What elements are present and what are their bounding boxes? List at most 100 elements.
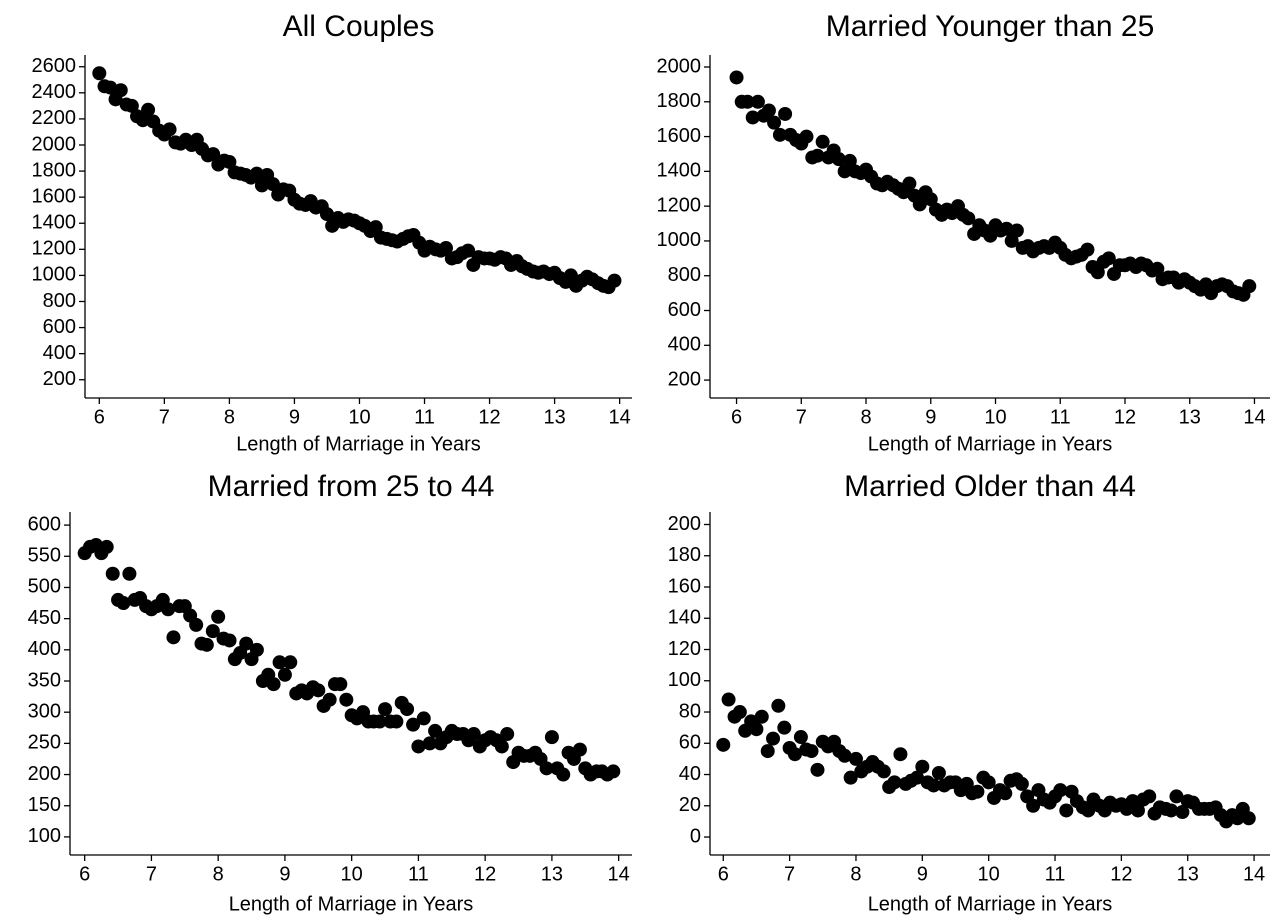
x-axis-label: Length of Marriage in Years xyxy=(868,433,1113,455)
x-tick-label: 13 xyxy=(543,406,565,428)
y-tick-label: 2400 xyxy=(32,81,77,103)
point xyxy=(161,602,176,617)
point xyxy=(799,129,814,144)
y-tick-label: 2000 xyxy=(32,133,77,155)
point xyxy=(539,761,554,776)
point xyxy=(199,637,214,652)
point xyxy=(254,178,269,193)
y-tick-label: 100 xyxy=(668,669,701,691)
y-tick-label: 1400 xyxy=(657,160,702,182)
y-tick-label: 1000 xyxy=(32,264,77,286)
point xyxy=(915,759,930,774)
point xyxy=(1150,261,1165,276)
x-tick-label: 6 xyxy=(79,863,90,885)
point xyxy=(740,94,755,109)
point xyxy=(124,98,139,113)
point xyxy=(893,747,908,762)
y-tick-label: 1000 xyxy=(657,229,702,251)
y-tick-label: 350 xyxy=(28,669,61,691)
point xyxy=(1053,783,1068,798)
y-tick-label: 1600 xyxy=(657,125,702,147)
point xyxy=(372,714,387,729)
point xyxy=(572,742,587,757)
point xyxy=(556,767,571,782)
x-tick-label: 6 xyxy=(731,406,742,428)
point xyxy=(1059,803,1074,818)
chart-title: All Couples xyxy=(283,10,435,43)
y-tick-label: 120 xyxy=(668,638,701,660)
y-tick-label: 600 xyxy=(668,299,701,321)
y-tick-label: 1800 xyxy=(32,159,77,181)
y-tick-label: 500 xyxy=(28,576,61,598)
point xyxy=(222,633,237,648)
chart-title: Married Older than 44 xyxy=(844,470,1136,503)
y-tick-label: 450 xyxy=(28,607,61,629)
point xyxy=(368,220,383,235)
x-tick-label: 12 xyxy=(474,863,496,885)
point xyxy=(729,70,744,85)
point xyxy=(1009,223,1024,238)
point xyxy=(265,177,280,192)
point xyxy=(749,722,764,737)
point xyxy=(767,115,782,130)
point xyxy=(778,106,793,121)
point xyxy=(999,221,1014,236)
y-tick-label: 800 xyxy=(43,290,76,312)
y-tick-label: 40 xyxy=(679,763,701,785)
point xyxy=(500,727,515,742)
point xyxy=(793,730,808,745)
point xyxy=(761,103,776,118)
point xyxy=(99,539,114,554)
point xyxy=(721,692,736,707)
point xyxy=(416,711,431,726)
point xyxy=(754,709,769,724)
chart-title: Married Younger than 25 xyxy=(826,10,1155,43)
point xyxy=(1241,811,1256,826)
x-tick-label: 12 xyxy=(478,406,500,428)
point xyxy=(607,273,622,288)
point xyxy=(810,762,825,777)
x-tick-label: 11 xyxy=(414,406,435,428)
point xyxy=(249,642,264,657)
x-tick-label: 7 xyxy=(146,863,157,885)
point xyxy=(1026,798,1041,813)
point xyxy=(1169,789,1184,804)
point xyxy=(239,636,254,651)
x-tick-label: 14 xyxy=(609,406,631,428)
x-tick-label: 9 xyxy=(289,406,300,428)
point xyxy=(771,698,786,713)
point xyxy=(842,153,857,168)
point xyxy=(716,737,731,752)
point xyxy=(400,702,415,717)
point xyxy=(141,102,156,117)
y-tick-label: 600 xyxy=(28,513,61,535)
point xyxy=(837,164,852,179)
point xyxy=(1130,803,1145,818)
x-tick-label: 7 xyxy=(159,406,170,428)
point xyxy=(438,241,453,256)
point xyxy=(750,94,765,109)
x-tick-label: 14 xyxy=(1243,863,1265,885)
point xyxy=(422,736,437,751)
y-tick-label: 100 xyxy=(28,825,61,847)
y-tick-label: 1800 xyxy=(657,90,702,112)
point xyxy=(92,66,107,81)
point xyxy=(319,207,334,222)
x-tick-label: 13 xyxy=(541,863,563,885)
point xyxy=(606,764,621,779)
point xyxy=(494,739,509,754)
point xyxy=(339,692,354,707)
point xyxy=(333,677,348,692)
point xyxy=(766,731,781,746)
point xyxy=(1080,242,1095,257)
point xyxy=(1142,789,1157,804)
x-tick-label: 7 xyxy=(784,863,795,885)
x-tick-label: 12 xyxy=(1114,406,1136,428)
y-tick-label: 60 xyxy=(679,732,701,754)
y-tick-label: 250 xyxy=(28,732,61,754)
point xyxy=(760,744,775,759)
x-tick-label: 10 xyxy=(348,406,370,428)
point xyxy=(970,784,985,799)
x-tick-label: 10 xyxy=(978,863,1000,885)
x-axis-label: Length of Marriage in Years xyxy=(229,893,474,915)
